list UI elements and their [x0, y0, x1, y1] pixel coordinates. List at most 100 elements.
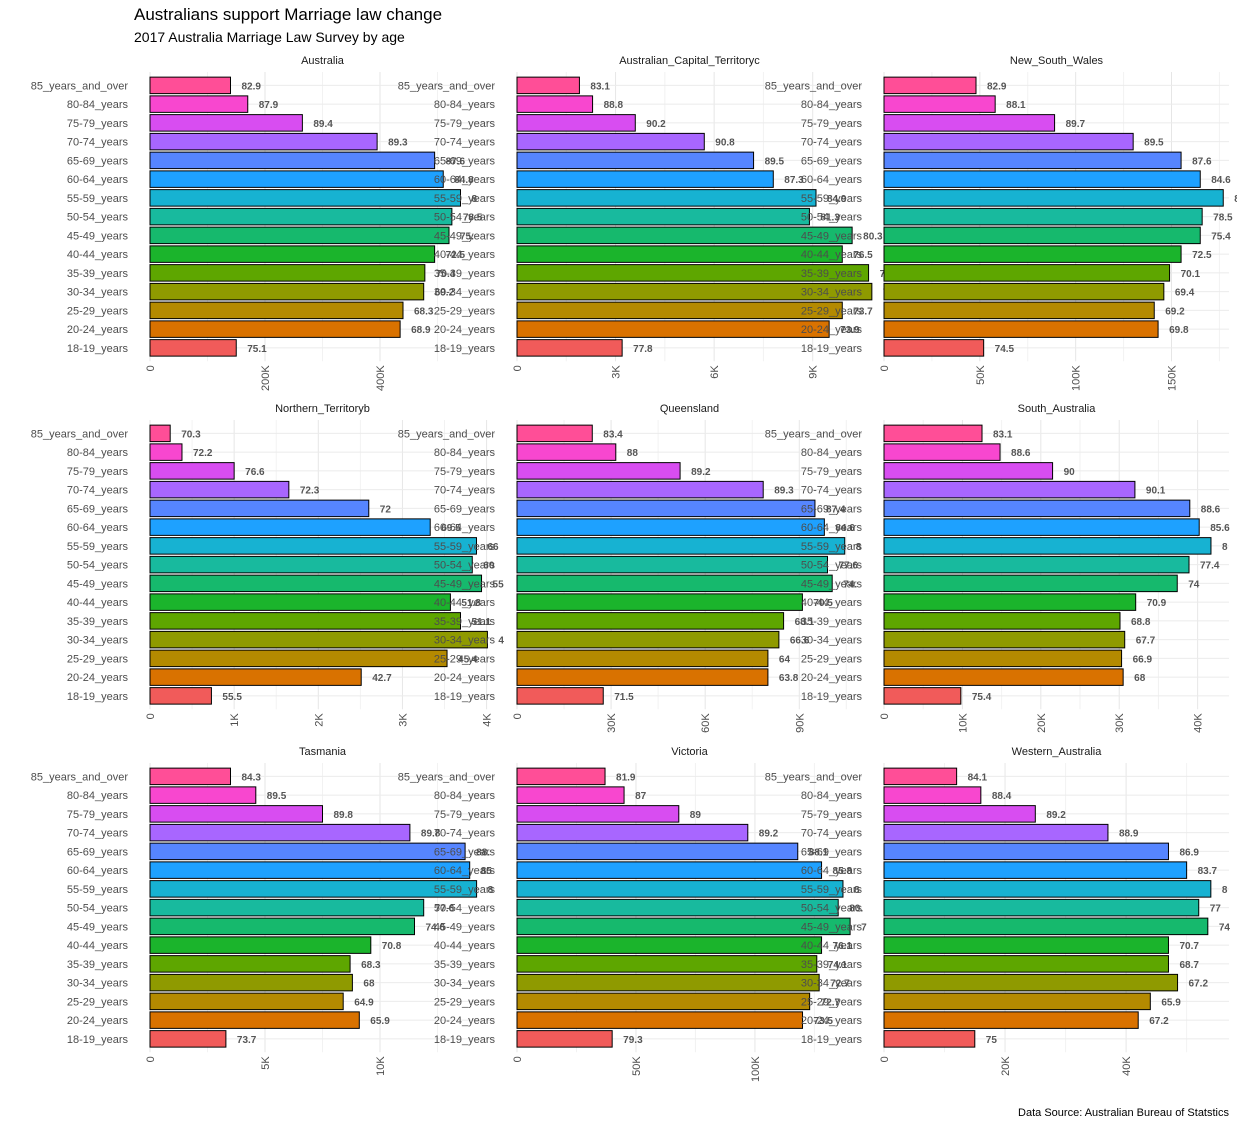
x-tick-label: 2K: [313, 713, 325, 727]
bar: [149, 917, 415, 936]
bar: [883, 76, 977, 95]
bar: [883, 132, 1134, 151]
category-tick-label: 80-84_years: [801, 790, 863, 802]
bar-value-label: 76.6: [245, 467, 265, 478]
category-tick-label: 45-49_years: [434, 578, 496, 590]
bar: [883, 95, 996, 113]
bar-value-label: 69.4: [1175, 288, 1195, 299]
bar: [883, 992, 1151, 1011]
bar-value-label: 89.4: [313, 119, 333, 130]
x-tick-label: 10K: [957, 713, 969, 733]
bar: [516, 207, 810, 226]
x-tick-label: 100K: [1071, 365, 1083, 391]
bar: [883, 301, 1155, 320]
category-tick-label: 40-44_years: [434, 597, 496, 609]
category-tick-label: 75-79_years: [67, 809, 129, 821]
category-tick-label: 80-84_years: [434, 447, 496, 459]
chart-subtitle: 2017 Australia Marriage Law Survey by ag…: [134, 29, 405, 45]
bar: [149, 823, 411, 842]
category-tick-label: 18-19_years: [67, 1034, 129, 1046]
category-tick-label: 18-19_years: [801, 343, 863, 355]
bar: [883, 443, 1001, 461]
category-tick-label: 25-29_years: [67, 996, 129, 1008]
bar-value-label: 84.6: [835, 523, 855, 534]
bar: [883, 917, 1209, 936]
bar-value-label: 74.6: [426, 922, 446, 933]
bar-value-label: 42.7: [372, 673, 392, 684]
bar: [516, 992, 811, 1011]
bar-value-label: 72.3: [300, 486, 320, 497]
bar-value-label: 70.3: [181, 429, 201, 440]
chart-title: Australians support Marriage law change: [134, 5, 443, 24]
bar: [883, 264, 1171, 282]
bar: [149, 132, 378, 151]
bar: [516, 668, 769, 686]
bar: [883, 555, 1190, 574]
bar: [149, 1011, 360, 1029]
bar: [516, 955, 818, 973]
category-tick-label: 45-49_years: [67, 578, 129, 590]
bar-value-label: 88.9: [1119, 829, 1139, 840]
category-tick-label: 35-39_years: [801, 268, 863, 280]
bar-value-label: 89.5: [765, 156, 785, 167]
category-tick-label: 18-19_years: [434, 691, 496, 703]
bar: [149, 861, 471, 879]
bar-value-label: 81.9: [616, 772, 636, 783]
bar-value-label: 80.: [849, 904, 863, 915]
bar-value-label: 60: [483, 561, 495, 572]
x-tick-label: 3K: [397, 713, 409, 727]
category-tick-label: 30-34_years: [801, 287, 863, 299]
category-tick-label: 20-24_years: [801, 672, 863, 684]
category-tick-label: 30-34_years: [67, 978, 129, 990]
bar-value-label: 90.8: [715, 138, 735, 149]
category-tick-label: 55-59_years: [67, 193, 129, 205]
bar-value-label: 70.4: [436, 269, 456, 280]
bar-value-label: 8: [1222, 885, 1228, 896]
category-tick-label: 50-54_years: [434, 903, 496, 915]
bar: [516, 424, 593, 443]
bar-value-label: 87.3: [784, 175, 804, 186]
bar: [516, 1030, 613, 1048]
bar: [149, 537, 477, 555]
bar-value-label: 83.4: [603, 429, 623, 440]
bar-value-label: 88.1: [809, 847, 829, 858]
x-tick-label: 20K: [1000, 1056, 1012, 1076]
category-tick-label: 50-54_years: [67, 903, 129, 915]
bar: [149, 207, 453, 226]
category-tick-label: 50-54_years: [801, 903, 863, 915]
category-tick-label: 85_years_and_over: [765, 80, 863, 92]
bar: [149, 574, 483, 593]
bar-value-label: 88: [627, 448, 639, 459]
category-tick-label: 45-49_years: [434, 921, 496, 933]
bar: [149, 301, 404, 320]
bar: [149, 687, 212, 705]
category-tick-label: 18-19_years: [801, 691, 863, 703]
category-tick-label: 30-34_years: [67, 635, 129, 647]
bar: [516, 264, 870, 282]
bar: [516, 861, 823, 879]
category-tick-label: 75-79_years: [801, 809, 863, 821]
x-tick-label: 0: [512, 365, 524, 371]
bar-value-label: 87.9: [259, 100, 279, 111]
bar: [883, 189, 1224, 207]
category-tick-label: 20-24_years: [434, 672, 496, 684]
bar: [149, 282, 425, 301]
bar: [516, 282, 873, 301]
bar-value-label: 67.2: [1189, 979, 1209, 990]
x-tick-label: 60K: [700, 713, 712, 733]
bar: [883, 955, 1169, 973]
bar-value-label: 88.4: [992, 791, 1012, 802]
category-tick-label: 65-69_years: [67, 846, 129, 858]
category-tick-label: 30-34_years: [801, 978, 863, 990]
category-tick-label: 65-69_years: [801, 155, 863, 167]
bar: [516, 320, 830, 338]
bar: [883, 480, 1136, 499]
category-tick-label: 25-29_years: [434, 653, 496, 665]
bar: [149, 424, 171, 443]
bar-value-label: 74.5: [995, 344, 1015, 355]
x-tick-label: 40K: [1193, 713, 1205, 733]
bar-value-label: 76.5: [853, 250, 873, 261]
x-tick-label: 20K: [1036, 713, 1048, 733]
bar: [883, 499, 1191, 518]
category-tick-label: 70-74_years: [67, 828, 129, 840]
